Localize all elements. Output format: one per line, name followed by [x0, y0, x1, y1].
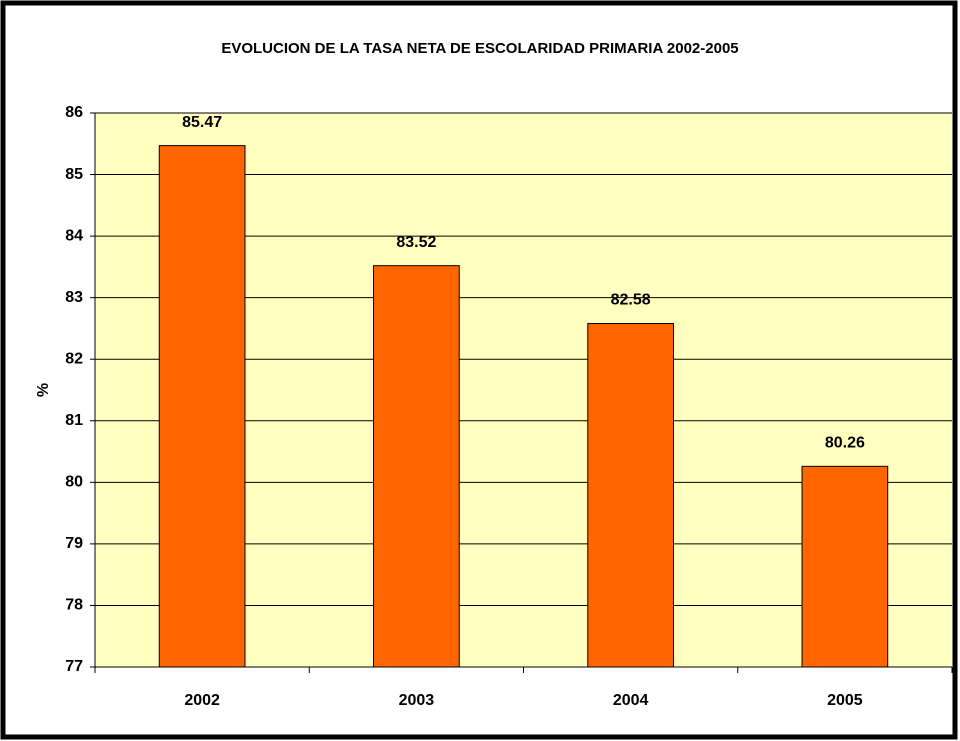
y-tick-label: 79	[65, 535, 83, 552]
bar	[801, 465, 889, 668]
y-tick-label: 77	[65, 658, 83, 675]
bar	[587, 323, 674, 668]
bar	[373, 265, 460, 668]
data-label: 83.52	[396, 234, 436, 251]
data-label: 82.58	[611, 292, 651, 309]
y-tick-label: 81	[65, 412, 83, 429]
x-tick-label: 2003	[399, 692, 435, 709]
x-tick-label: 2002	[184, 692, 220, 709]
y-tick-label: 86	[65, 104, 83, 121]
x-tick-label: 2004	[613, 692, 649, 709]
y-tick-label: 83	[65, 289, 83, 306]
bar	[158, 145, 246, 668]
y-tick-label: 85	[65, 166, 83, 183]
y-tick-label: 84	[65, 227, 83, 244]
y-tick-label: 82	[65, 350, 83, 367]
chart-title: EVOLUCION DE LA TASA NETA DE ESCOLARIDAD…	[221, 40, 738, 57]
data-label: 80.26	[825, 435, 865, 452]
y-tick-label: 78	[65, 597, 83, 614]
y-tick-label: 80	[65, 474, 83, 491]
x-tick-label: 2005	[827, 692, 863, 709]
y-axis-label: %	[35, 383, 52, 397]
data-label: 85.47	[182, 114, 222, 131]
